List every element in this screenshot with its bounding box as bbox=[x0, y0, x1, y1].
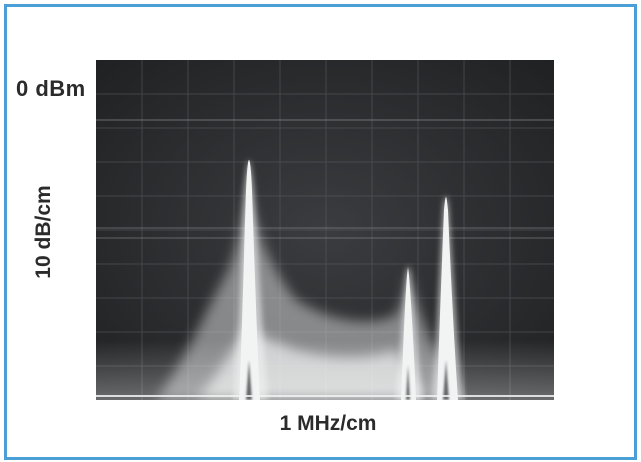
noise-floor-glow bbox=[96, 340, 554, 400]
spectrum-photo bbox=[96, 60, 554, 400]
vertical-scale-label: 10 dB/cm bbox=[32, 185, 56, 278]
spectrum-display bbox=[96, 60, 554, 400]
horizontal-scale-label: 1 MHz/cm bbox=[280, 412, 377, 436]
reference-level-label: 0 dBm bbox=[16, 76, 86, 102]
